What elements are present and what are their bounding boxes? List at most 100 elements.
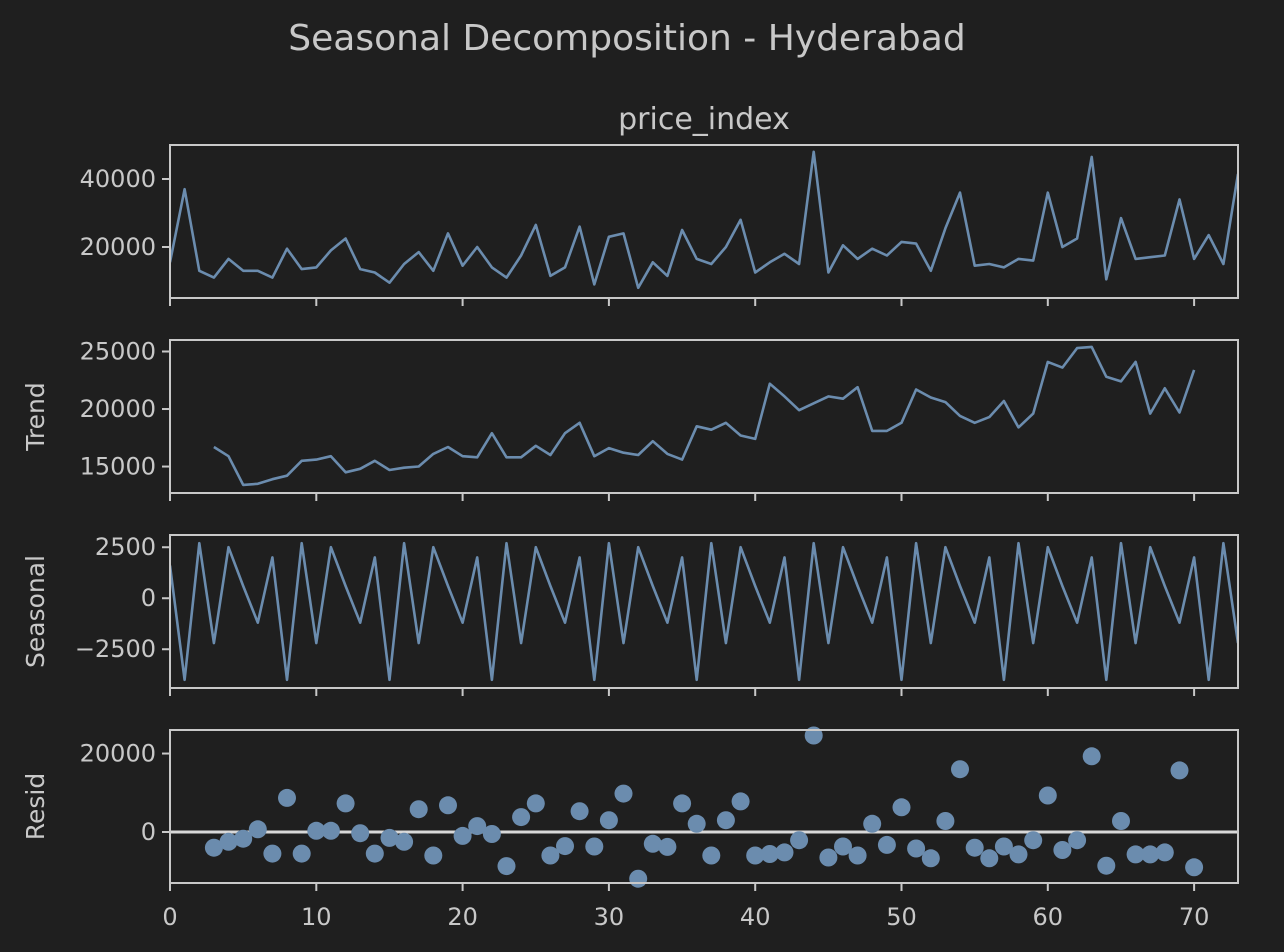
resid-point: [760, 845, 779, 863]
resid-point: [951, 760, 969, 779]
price-index-ytick-label: 20000: [80, 233, 156, 261]
resid-point: [614, 784, 633, 803]
resid-point: [336, 794, 355, 813]
resid-point: [234, 829, 253, 848]
trend-axes-frame: [169, 339, 1239, 494]
price-index-series-line: [170, 150, 1238, 290]
resid-point: [1009, 845, 1028, 864]
trend-panel: Trend 15000 20000 25000: [21, 338, 1239, 501]
resid-point: [395, 832, 414, 851]
resid-point: [380, 828, 399, 847]
resid-point: [599, 811, 618, 830]
seasonal-ylabel: Seasonal: [21, 555, 50, 668]
seasonal-axes-frame: [169, 534, 1239, 689]
resid-point: [570, 802, 589, 821]
resid-point: [1082, 747, 1101, 766]
resid-xtick-label: 70: [1179, 903, 1210, 931]
resid-point: [541, 846, 560, 865]
resid-point: [687, 814, 706, 833]
resid-point: [1141, 845, 1160, 864]
resid-point: [526, 794, 545, 813]
seasonal-panel: Seasonal −2500 0 2500: [21, 533, 1239, 696]
resid-xtick-label: 20: [447, 903, 478, 931]
resid-xtick-label: 50: [886, 903, 917, 931]
trend-ytick-label: 25000: [80, 338, 156, 366]
resid-point: [1038, 786, 1057, 805]
resid-point: [775, 843, 794, 862]
resid-point: [365, 844, 384, 863]
price-index-panel-title: price_index: [618, 102, 790, 137]
figure-title: Seasonal Decomposition - Hyderabad: [288, 18, 965, 59]
resid-point: [921, 849, 940, 868]
resid-point: [716, 811, 735, 830]
resid-xtick-label: 0: [162, 903, 177, 931]
resid-xtick-label: 10: [301, 903, 332, 931]
resid-point: [219, 832, 238, 851]
resid-point: [848, 846, 867, 865]
resid-point: [965, 838, 984, 857]
resid-point: [658, 837, 677, 856]
resid-point: [629, 869, 648, 888]
resid-point: [307, 821, 326, 840]
resid-point: [1126, 845, 1145, 864]
resid-axes-frame: [169, 729, 1239, 884]
resid-point: [702, 846, 721, 865]
resid-point: [424, 846, 443, 865]
resid-point: [453, 826, 472, 845]
resid-ylabel: Resid: [21, 773, 50, 840]
resid-point: [834, 837, 852, 856]
resid-point: [248, 820, 267, 839]
resid-xtick-label: 60: [1033, 903, 1064, 931]
resid-point: [263, 844, 282, 863]
resid-point: [643, 834, 662, 853]
resid-point: [556, 837, 574, 856]
resid-point: [439, 796, 457, 815]
resid-point: [863, 814, 882, 833]
trend-ylabel: Trend: [21, 382, 50, 451]
resid-point: [790, 831, 809, 850]
resid-point: [204, 838, 223, 857]
resid-point: [409, 800, 428, 819]
resid-xtick-label: 40: [740, 903, 771, 931]
resid-panel: Resid 0 20000 0 10 20 30 40 50 60 70: [21, 726, 1239, 931]
seasonal-series-line: [170, 541, 1238, 682]
resid-point: [512, 808, 531, 827]
trend-series-line: [213, 345, 1196, 487]
resid-point: [1170, 761, 1189, 780]
seasonal-ytick-label: 2500: [95, 533, 156, 561]
trend-ytick-label: 15000: [80, 453, 156, 481]
resid-point: [468, 817, 487, 836]
resid-point: [819, 848, 838, 867]
resid-ytick-label: 20000: [80, 740, 156, 768]
trend-ytick-label: 20000: [80, 395, 156, 423]
resid-point: [292, 844, 311, 863]
resid-point: [321, 821, 340, 840]
resid-point: [877, 835, 896, 854]
price-index-ytick-label: 40000: [80, 165, 156, 193]
resid-point: [351, 824, 370, 843]
resid-point: [936, 812, 955, 830]
resid-xtick-label: 30: [594, 903, 625, 931]
resid-point: [1155, 843, 1174, 862]
price-index-axes-frame: [169, 144, 1239, 299]
resid-point: [1112, 812, 1130, 830]
resid-ytick-label: 0: [141, 818, 156, 846]
resid-point: [1097, 856, 1116, 875]
resid-point: [482, 825, 501, 843]
price-index-panel: price_index 20000 40000: [80, 102, 1239, 306]
resid-point: [1024, 831, 1043, 850]
seasonal-ytick-label: 0: [141, 584, 156, 612]
resid-point: [994, 837, 1013, 856]
seasonal-ytick-label: −2500: [75, 635, 156, 663]
resid-point: [1068, 831, 1087, 850]
panels: price_index2000040000Trend15000200002500…: [21, 102, 1239, 931]
resid-point: [1185, 858, 1204, 877]
resid-point: [585, 837, 604, 856]
resid-point: [892, 798, 911, 817]
resid-point: [980, 849, 999, 868]
resid-point: [673, 794, 692, 813]
resid-point: [731, 792, 750, 811]
resid-point: [497, 857, 516, 876]
resid-point: [907, 839, 926, 858]
